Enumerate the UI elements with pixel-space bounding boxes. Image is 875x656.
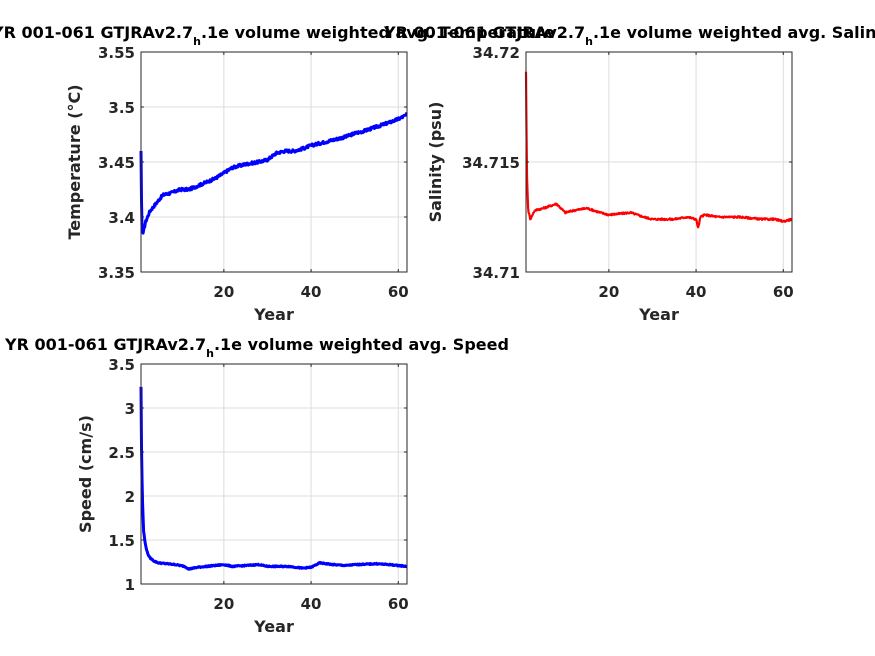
- salinity-y-tick-label: 34.72: [473, 44, 520, 62]
- salinity-x-tick-label: 20: [598, 283, 619, 301]
- salinity-series-line: [524, 71, 793, 229]
- speed-y-tick-label: 3: [125, 400, 135, 418]
- speed-y-label: Speed (cm/s): [76, 415, 95, 533]
- speed-x-label: Year: [253, 617, 294, 636]
- speed-ticks: 20 40 60 1 1.5 2 2.5 3 3.5: [108, 356, 408, 613]
- temperature-ticks: 20 40 60 3.35 3.4 3.45 3.5 3.55: [98, 44, 409, 301]
- salinity-x-tick-label: 60: [773, 283, 794, 301]
- temperature-y-tick-label: 3.35: [98, 264, 135, 282]
- speed-series-line: [139, 386, 408, 571]
- speed-x-tick-label: 60: [388, 595, 409, 613]
- temperature-y-tick-label: 3.45: [98, 154, 135, 172]
- salinity-y-label: Salinity (psu): [426, 102, 445, 223]
- speed-x-tick-label: 40: [301, 595, 322, 613]
- temperature-x-tick-label: 60: [388, 283, 409, 301]
- salinity-ticks: 20 40 60 34.71 34.715 34.72: [462, 44, 794, 301]
- speed-y-tick-label: 3.5: [108, 356, 135, 374]
- speed-x-tick-label: 20: [213, 595, 234, 613]
- salinity-x-tick-label: 40: [686, 283, 707, 301]
- panel-speed: 20 40 60 1 1.5 2 2.5 3 3.5 YR 001-061 GTJRAv2.7h…: [4, 335, 509, 636]
- speed-y-tick-label: 2: [125, 488, 135, 506]
- speed-y-tick-label: 1.5: [108, 532, 135, 550]
- temperature-y-tick-label: 3.4: [108, 209, 135, 227]
- temperature-x-label: Year: [253, 305, 294, 324]
- salinity-y-tick-label: 34.715: [462, 154, 520, 172]
- speed-grid: [141, 363, 407, 585]
- speed-axes-box: [140, 363, 408, 585]
- salinity-title: YR 001-061 GTJRAv2.7h.1e volume weighted…: [383, 23, 875, 48]
- temperature-title: YR 001-061 GTJRAv2.7h.1e volume weighted…: [0, 23, 555, 48]
- panel-salinity: 20 40 60 34.71 34.715 34.72 YR 001-061 GTJRAv…: [383, 23, 875, 324]
- temperature-x-tick-label: 40: [301, 283, 322, 301]
- temperature-y-tick-label: 3.55: [98, 44, 135, 62]
- temperature-x-tick-label: 20: [213, 283, 234, 301]
- salinity-grid: [526, 51, 792, 273]
- temperature-series-line: [139, 112, 408, 235]
- panel-temperature: 20 40 60 3.35 3.4 3.45 3.5 3.55 YR 001-061 GTJR…: [0, 23, 555, 324]
- salinity-y-tick-label: 34.71: [473, 264, 520, 282]
- speed-y-tick-label: 2.5: [108, 444, 135, 462]
- speed-y-tick-label: 1: [125, 576, 135, 594]
- temperature-y-tick-label: 3.5: [108, 99, 135, 117]
- speed-title: YR 001-061 GTJRAv2.7h.1e volume weighted…: [4, 335, 509, 360]
- salinity-x-label: Year: [638, 305, 679, 324]
- temperature-y-label: Temperature (°C): [65, 84, 84, 239]
- temperature-grid: [141, 51, 407, 273]
